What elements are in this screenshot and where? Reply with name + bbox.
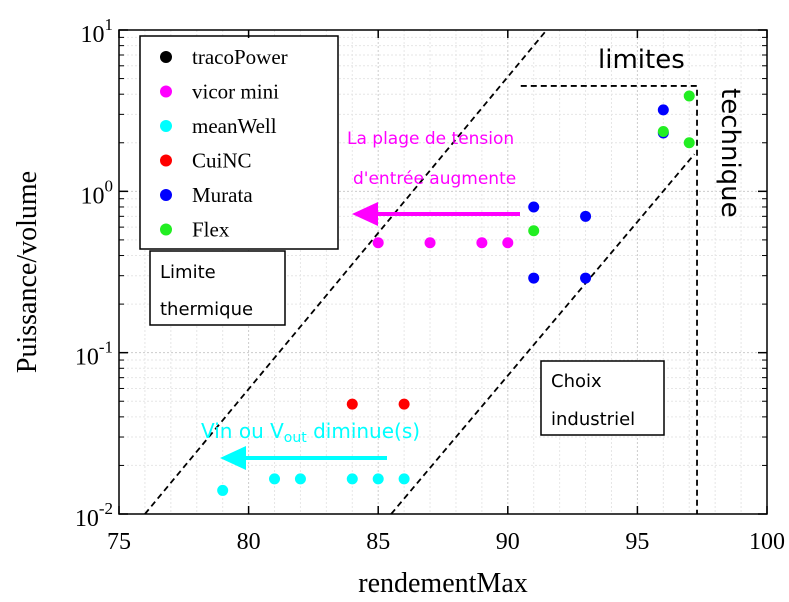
x-axis-title: rendementMax <box>358 568 528 599</box>
meanwell-point <box>294 473 306 485</box>
x-tick-label: 95 <box>625 529 649 555</box>
industrial-limit-line <box>390 153 696 515</box>
legend-marker-meanwell <box>160 120 172 132</box>
x-axis: 75 80 85 90 95 100 <box>107 30 785 555</box>
legend-marker-cuinc <box>160 154 172 167</box>
legend-marker-tracopower <box>160 51 172 63</box>
meanwell-point <box>269 473 281 485</box>
y-tick-label: 101 <box>81 15 114 48</box>
legend-label-meanwell: meanWell <box>192 114 277 138</box>
voltage-range-label-2: d'entrée augmente <box>353 169 516 189</box>
meanwell-point <box>346 473 358 485</box>
legend-marker-flex <box>160 223 172 236</box>
thermal-limit-box: Limite thermique <box>149 250 286 326</box>
axes-frame <box>118 29 768 515</box>
technical-limit-box <box>520 85 698 514</box>
technique-label: technique <box>715 88 745 218</box>
murata-point <box>528 201 540 213</box>
y-axis: 10-2 10-1 100 101 <box>75 15 767 532</box>
vicor-mini-point <box>424 237 436 249</box>
vicor-mini-point <box>372 237 384 249</box>
industrial-choice-label-1: Choix <box>551 371 602 392</box>
legend: tracoPower vicor mini meanWell CuiNC Murata F… <box>139 35 339 250</box>
meanwell-point <box>372 473 384 485</box>
vicor-mini-point <box>476 237 488 249</box>
y-tick-label: 10-1 <box>75 338 113 371</box>
x-tick-label: 80 <box>237 529 261 555</box>
y-tick-label: 10-2 <box>75 499 113 532</box>
flex-point <box>528 225 540 237</box>
data-points <box>217 90 695 496</box>
industrial-choice-box: Choix industriel <box>540 360 665 436</box>
industrial-choice-label-2: industriel <box>551 409 635 430</box>
limites-label: limites <box>598 45 685 75</box>
flex-point <box>683 137 695 149</box>
legend-label-flex: Flex <box>192 218 230 242</box>
guide-lines <box>144 29 698 515</box>
legend-label-tracopower: tracoPower <box>192 45 288 69</box>
grid <box>118 30 768 514</box>
meanwell-point <box>217 484 229 496</box>
murata-point <box>580 272 592 284</box>
flex-point <box>657 125 669 137</box>
murata-point <box>657 104 669 116</box>
vin-vout-label: Vin ou Vout diminue(s) <box>201 419 420 446</box>
legend-marker-vicor-mini <box>160 85 172 98</box>
x-tick-label: 85 <box>366 529 390 555</box>
thermal-limit-line <box>144 29 548 515</box>
murata-point <box>580 210 592 222</box>
legend-marker-murata <box>160 189 172 201</box>
x-tick-label: 100 <box>749 529 785 555</box>
y-axis-title: Puissance/volume <box>12 171 43 373</box>
voltage-range-arrow <box>352 202 520 226</box>
y-tick-label: 100 <box>81 176 114 209</box>
voltage-range-label-1: La plage de tension <box>347 129 514 149</box>
vicor-mini-point <box>502 237 514 249</box>
legend-label-cuinc: CuiNC <box>192 149 252 173</box>
murata-point <box>528 272 540 284</box>
legend-label-murata: Murata <box>192 183 253 207</box>
legend-label-vicor-mini: vicor mini <box>192 80 279 104</box>
x-tick-label: 75 <box>107 529 131 555</box>
vin-vout-arrow <box>220 446 387 470</box>
cuinc-point <box>346 398 358 410</box>
thermal-limit-label-1: Limite <box>160 262 216 283</box>
cuinc-point <box>398 398 410 410</box>
flex-point <box>683 90 695 102</box>
thermal-limit-label-2: thermique <box>160 299 253 320</box>
x-tick-label: 90 <box>496 529 520 555</box>
meanwell-point <box>398 473 410 485</box>
